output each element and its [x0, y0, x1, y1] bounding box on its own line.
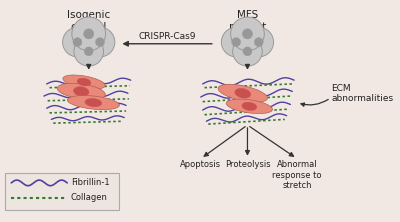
Text: CRISPR-Cas9: CRISPR-Cas9 — [138, 32, 196, 41]
Text: Fibrillin-1: Fibrillin-1 — [71, 178, 110, 187]
FancyBboxPatch shape — [5, 173, 118, 210]
Ellipse shape — [242, 102, 257, 111]
Ellipse shape — [218, 84, 268, 102]
Circle shape — [72, 17, 106, 51]
Circle shape — [231, 17, 264, 51]
Ellipse shape — [77, 78, 91, 86]
Text: Proteolysis: Proteolysis — [225, 161, 270, 169]
Circle shape — [233, 37, 262, 66]
Ellipse shape — [63, 75, 105, 89]
Circle shape — [221, 27, 251, 57]
Circle shape — [74, 37, 104, 66]
Circle shape — [232, 38, 240, 47]
Ellipse shape — [235, 88, 251, 98]
Text: Abnormal
response to
stretch: Abnormal response to stretch — [272, 161, 322, 190]
Circle shape — [244, 27, 274, 57]
Circle shape — [243, 47, 252, 56]
Text: ECM
abnormalities: ECM abnormalities — [332, 83, 394, 103]
Circle shape — [96, 38, 104, 47]
Ellipse shape — [67, 95, 119, 110]
Ellipse shape — [226, 99, 272, 114]
Ellipse shape — [74, 87, 89, 96]
Text: Collagen: Collagen — [71, 193, 108, 202]
Circle shape — [254, 38, 263, 47]
Circle shape — [84, 47, 93, 56]
Ellipse shape — [85, 99, 102, 107]
Text: Isogenic
control: Isogenic control — [67, 10, 110, 32]
Circle shape — [63, 27, 92, 57]
Circle shape — [84, 29, 94, 39]
Circle shape — [73, 38, 82, 47]
Text: Apoptosis: Apoptosis — [180, 161, 221, 169]
Text: MFS
patient: MFS patient — [229, 10, 266, 32]
Circle shape — [85, 27, 115, 57]
Circle shape — [242, 29, 252, 39]
Ellipse shape — [57, 83, 105, 99]
